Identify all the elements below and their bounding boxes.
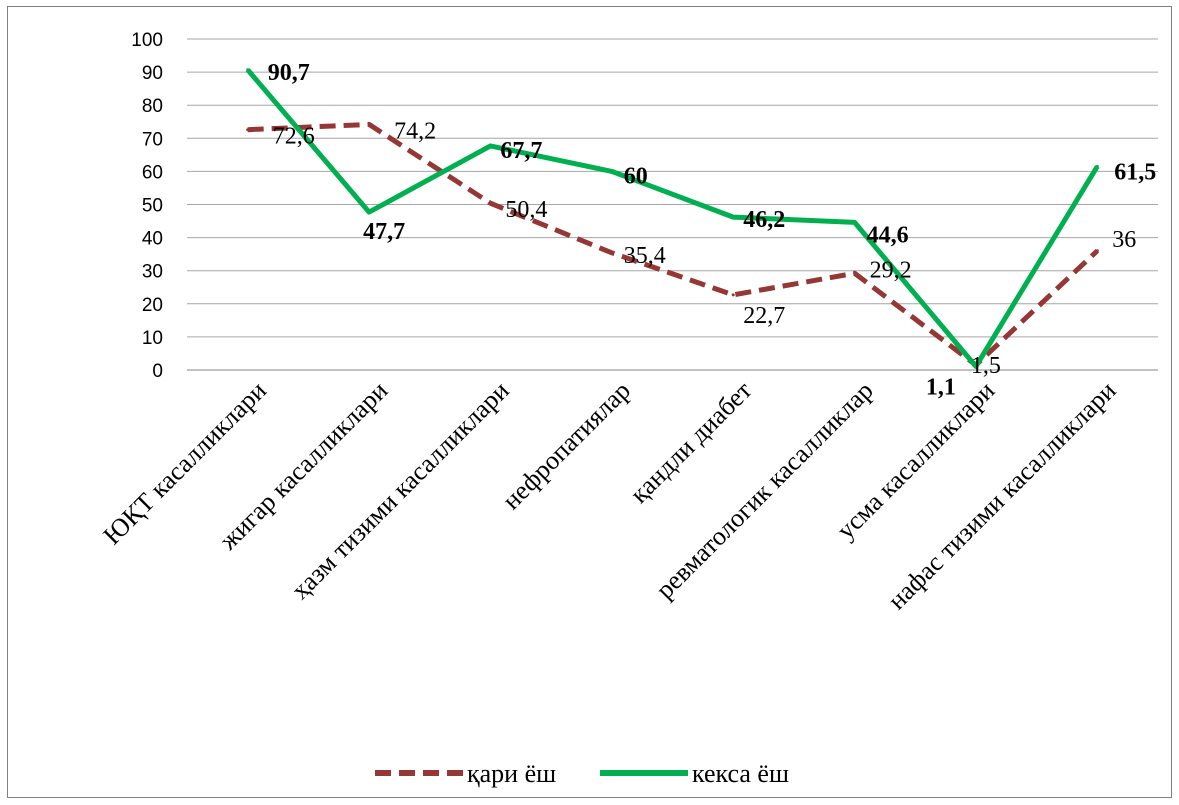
series-line-1	[245, 68, 1100, 369]
y-tick-label: 10	[142, 328, 163, 349]
data-label-keksa: 67,7	[500, 138, 542, 164]
gridlines	[187, 38, 1158, 371]
data-label-keksa: 1,1	[926, 374, 956, 400]
data-label-kari: 50,4	[505, 197, 547, 223]
x-tick-label: қандли диабет	[624, 376, 757, 509]
y-tick-label: 20	[142, 295, 163, 316]
y-tick-label: 0	[152, 361, 163, 382]
data-point	[488, 201, 492, 205]
y-tick-label: 40	[142, 229, 163, 250]
y-axis-ticks: 0 10 20 30 40 50 60 70 80 90 100	[131, 30, 163, 382]
data-point	[1095, 164, 1099, 168]
legend-label-kari: қари ёш	[467, 759, 556, 788]
data-label-kari: 74,2	[394, 118, 436, 144]
data-point	[853, 271, 857, 275]
data-point	[246, 68, 250, 72]
data-point	[853, 220, 857, 224]
data-label-keksa: 90,7	[268, 60, 310, 86]
data-point	[1095, 249, 1099, 253]
data-point	[246, 128, 250, 132]
x-tick-label: ҳазм тизими касалликлари	[286, 376, 515, 605]
data-point	[731, 293, 735, 297]
data-point	[974, 364, 978, 368]
data-point	[610, 169, 614, 173]
data-label-keksa: 61,5	[1114, 159, 1156, 185]
data-label-kari: 22,7	[743, 303, 785, 329]
y-tick-label: 80	[142, 96, 163, 117]
y-tick-label: 60	[142, 162, 163, 183]
x-tick-label: нефропатиялар	[497, 376, 636, 515]
data-label-kari: 72,6	[273, 124, 315, 150]
series-line-0	[247, 121, 1100, 368]
data-point	[731, 215, 735, 219]
data-point	[367, 122, 371, 126]
data-point	[488, 144, 492, 148]
data-point	[367, 210, 371, 214]
y-tick-label: 50	[142, 196, 163, 217]
x-tick-label: ревматологик касалликлар	[650, 376, 879, 605]
data-label-keksa: 60	[624, 163, 648, 189]
data-labels: 72,6 74,2 50,4 35,4 22,7 29,2 1,5 36 90,7 47,7 67,…	[268, 60, 1157, 401]
x-tick-label: нафас тизими касалликлари	[882, 376, 1121, 615]
y-tick-label: 90	[142, 63, 163, 84]
data-label-keksa: 44,6	[867, 222, 909, 248]
y-tick-label: 30	[142, 262, 163, 283]
data-label-kari: 36	[1112, 227, 1136, 253]
legend-label-keksa: кекса ёш	[692, 759, 789, 788]
series-lines	[245, 68, 1100, 369]
legend: қари ёш кекса ёш	[375, 759, 789, 788]
y-tick-label: 70	[142, 129, 163, 150]
data-label-kari: 35,4	[624, 243, 666, 269]
data-label-keksa: 46,2	[743, 207, 785, 233]
data-label-kari: 1,5	[971, 353, 1001, 379]
data-label-kari: 29,2	[870, 257, 912, 283]
y-tick-label: 100	[131, 30, 163, 51]
data-point	[610, 251, 614, 255]
data-label-keksa: 47,7	[363, 219, 405, 245]
